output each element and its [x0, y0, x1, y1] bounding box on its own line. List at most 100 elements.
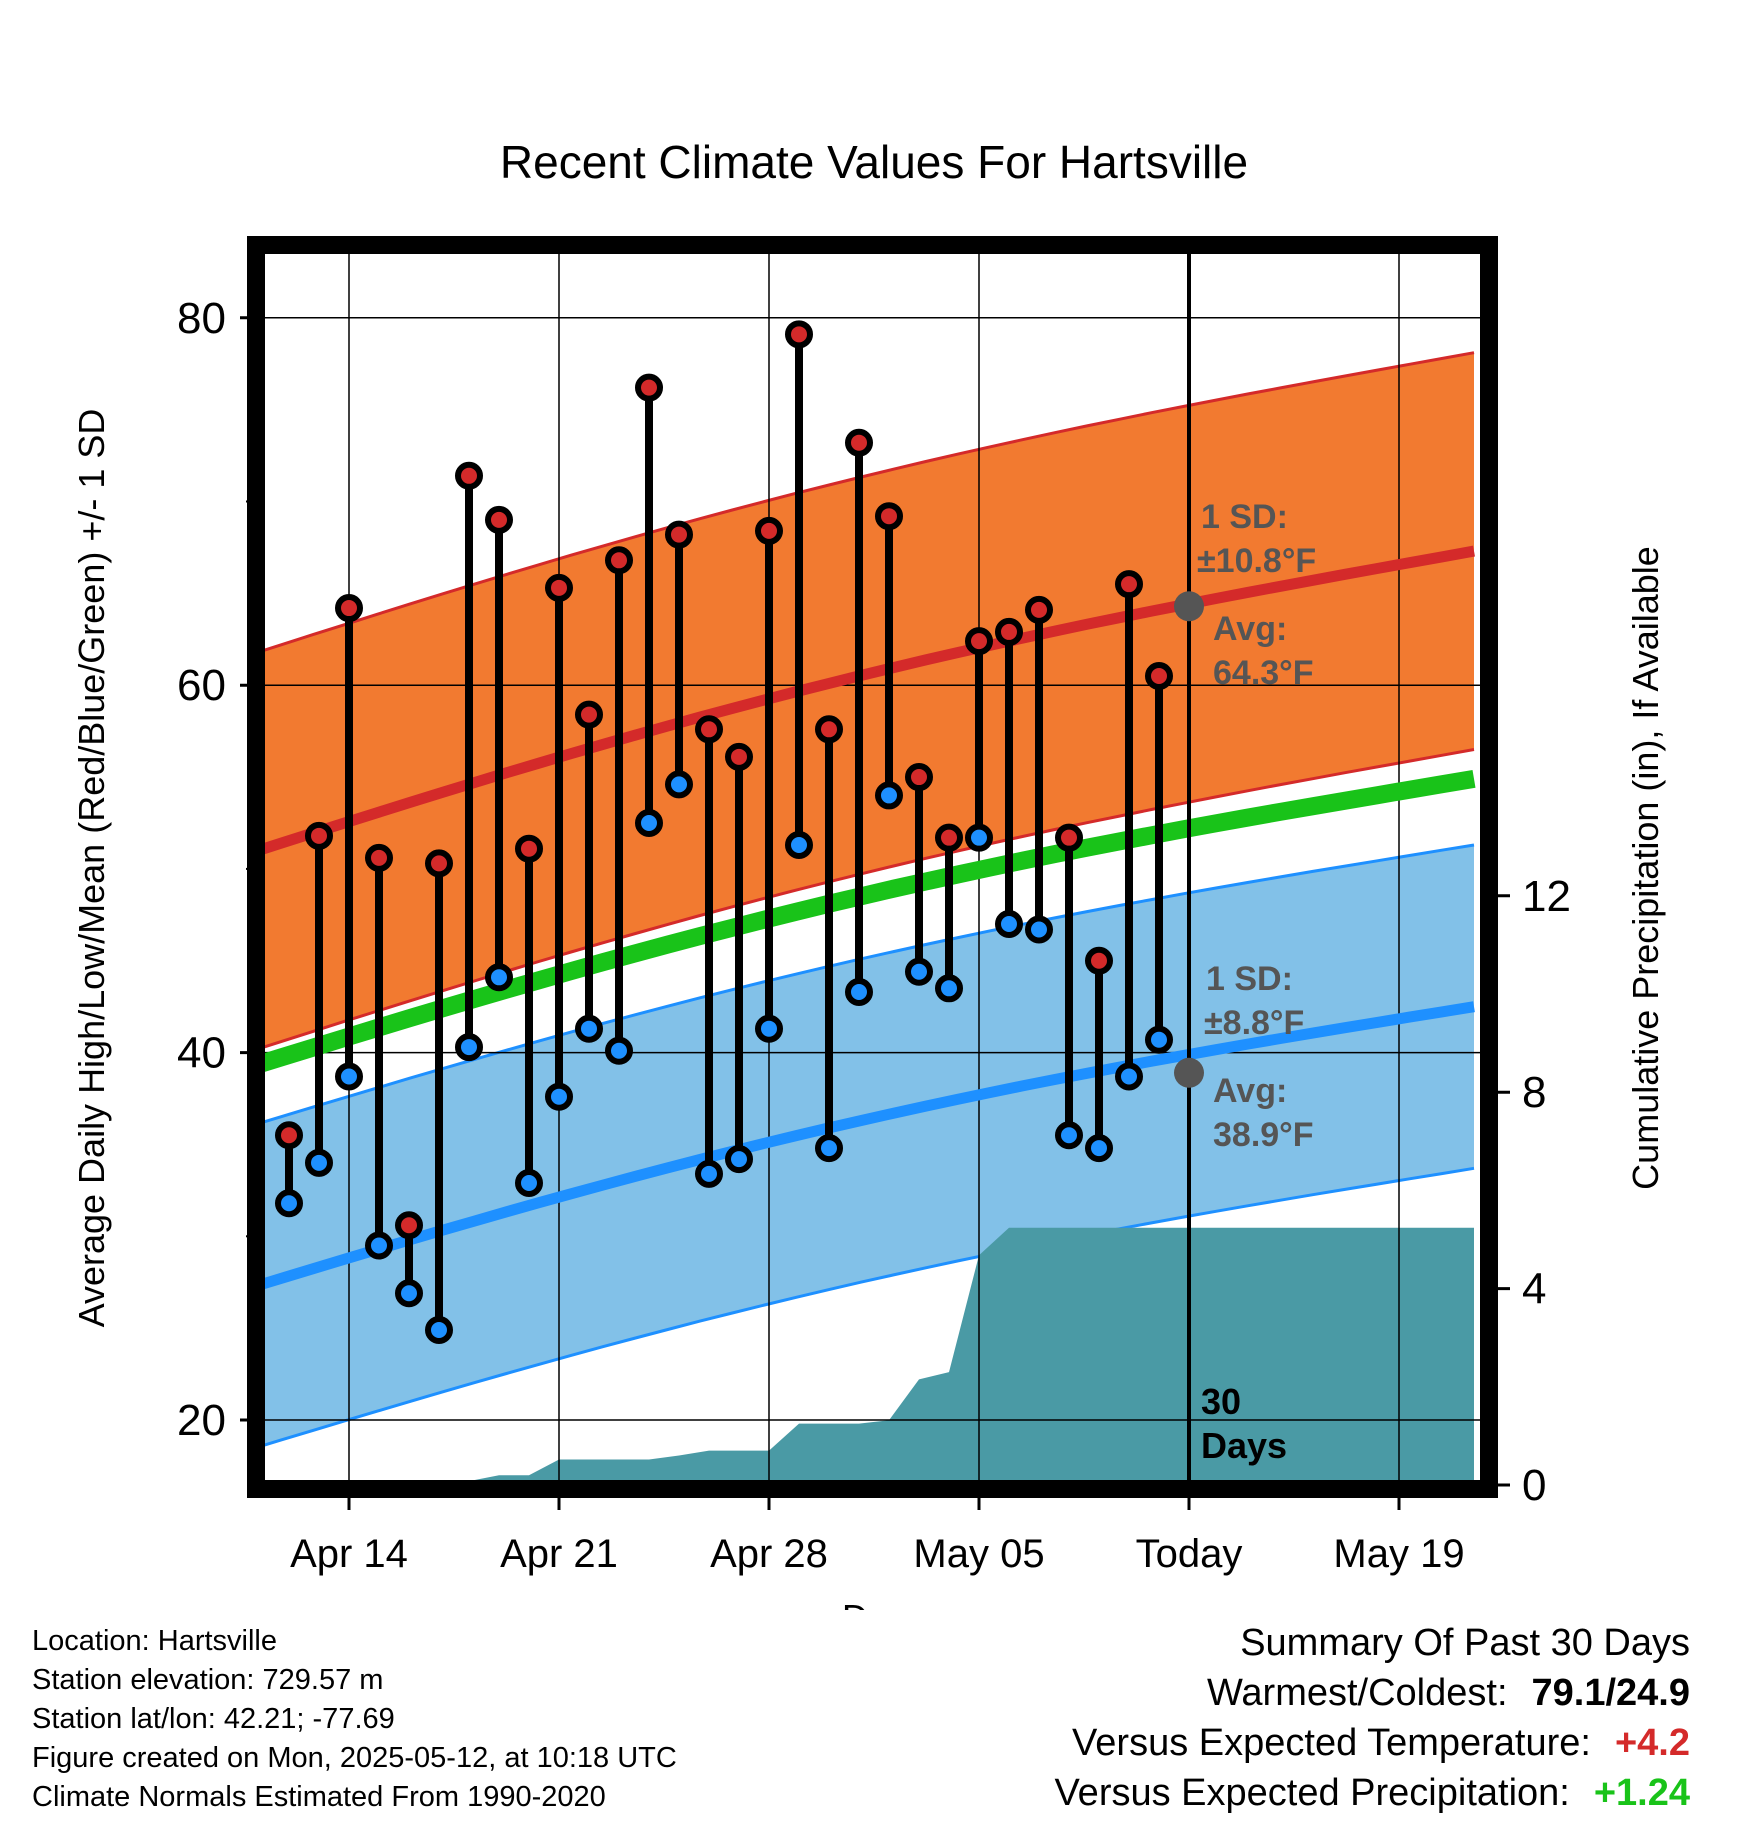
y-tick-label: 60 — [177, 661, 226, 710]
y2-tick-label: 8 — [1522, 1068, 1546, 1117]
observed-low-point — [1145, 1025, 1173, 1054]
y2-tick-label: 12 — [1522, 872, 1571, 921]
x-axis-label: Day — [842, 1597, 906, 1610]
observed-low-point — [635, 808, 663, 837]
low-sd-band — [260, 845, 1474, 1447]
observed-high-point — [455, 461, 483, 490]
high-avg-value: 64.3°F — [1213, 654, 1314, 692]
plot-frame — [247, 236, 1498, 1498]
observed-low-point — [935, 974, 963, 1003]
observed-low-point — [455, 1033, 483, 1062]
observed-high-point — [485, 505, 513, 534]
chart-title: Recent Climate Values For Hartsville — [500, 136, 1248, 188]
observed-high-point — [305, 821, 333, 850]
observed-low-point — [605, 1036, 633, 1065]
observed-low-point — [425, 1315, 453, 1344]
observed-low-point — [725, 1145, 753, 1174]
observed-low-point — [305, 1148, 333, 1177]
observed-low-point — [545, 1082, 573, 1111]
high-sd-label: 1 SD: — [1201, 498, 1288, 536]
temp-label: Versus Expected Temperature: — [1072, 1722, 1591, 1764]
y-axis-label: Average Daily High/Low/Mean (Red/Blue/Gr… — [71, 409, 112, 1328]
observed-high-point — [515, 834, 543, 863]
observed-low-point — [1055, 1121, 1083, 1150]
y-tick-label: 40 — [177, 1029, 226, 1078]
y-tick-label: 80 — [177, 294, 226, 343]
observed-low-point — [275, 1189, 303, 1218]
observed-low-point — [965, 823, 993, 852]
high-band-upper-edge — [260, 351, 1475, 654]
temp-value: +4.2 — [1614, 1722, 1690, 1764]
warm-cold-value: 79.1/24.9 — [1531, 1672, 1690, 1714]
observed-low-point — [395, 1279, 423, 1308]
normal-high-line — [260, 545, 1475, 856]
high-avg-label: Avg: — [1213, 610, 1287, 648]
observed-low-point — [515, 1169, 543, 1198]
precip-value: +1.24 — [1593, 1772, 1690, 1814]
today-low-avg-marker — [1174, 1057, 1204, 1088]
observed-high-point — [905, 763, 933, 792]
station-info: Location: Hartsville Station elevation: … — [32, 1622, 677, 1817]
x-tick-label: Apr 21 — [500, 1532, 618, 1576]
observed-high-point — [995, 617, 1023, 646]
observed-high-point — [965, 627, 993, 656]
observed-high-point — [365, 843, 393, 872]
observed-low-point — [665, 770, 693, 799]
observed-low-point — [335, 1062, 363, 1091]
today-days-word: Days — [1201, 1425, 1287, 1466]
observed-low-point — [845, 977, 873, 1006]
climate-chart: Recent Climate Values For Hartsville 1 S… — [71, 136, 1666, 1610]
y2-tick-label: 0 — [1522, 1461, 1546, 1510]
low-sd-value: ±8.8°F — [1204, 1004, 1304, 1042]
low-avg-label: Avg: — [1213, 1072, 1287, 1110]
elevation-text: Station elevation: 729.57 m — [32, 1664, 384, 1696]
observed-high-point — [845, 428, 873, 457]
low-band-lower-edge — [260, 1166, 1475, 1448]
observed-low-point — [365, 1231, 393, 1260]
observed-low-point — [575, 1014, 603, 1043]
x-tick-label: May 19 — [1333, 1532, 1464, 1576]
observed-low-point — [1115, 1062, 1143, 1091]
today-high-avg-marker — [1174, 591, 1204, 622]
x-tick-label: Apr 14 — [290, 1532, 408, 1576]
latlon-text: Station lat/lon: 42.21; -77.69 — [32, 1703, 395, 1735]
observed-low-point — [815, 1134, 843, 1163]
observed-high-point — [545, 573, 573, 602]
x-tick-label: May 05 — [913, 1532, 1044, 1576]
observed-high-point — [785, 320, 813, 349]
summary-heading: Summary Of Past 30 Days — [1240, 1622, 1690, 1664]
observed-low-point — [695, 1159, 723, 1188]
low-sd-label: 1 SD: — [1206, 960, 1293, 998]
low-avg-value: 38.9°F — [1213, 1116, 1314, 1154]
x-tick-label: Today — [1136, 1532, 1243, 1576]
observed-high-point — [275, 1121, 303, 1150]
high-sd-band — [260, 352, 1474, 1049]
observed-high-point — [935, 823, 963, 852]
normals-text: Climate Normals Estimated From 1990-2020 — [32, 1781, 606, 1813]
observed-high-point — [755, 516, 783, 545]
observed-high-point — [665, 520, 693, 549]
location-text: Location: Hartsville — [32, 1625, 277, 1657]
y-tick-label: 20 — [177, 1396, 226, 1445]
observed-high-point — [695, 715, 723, 744]
observed-high-point — [1025, 595, 1053, 624]
observed-low-point — [785, 831, 813, 860]
observed-low-point — [485, 963, 513, 992]
summary-warm-cold: Warmest/Coldest: 79.1/24.9 — [1054, 1668, 1690, 1718]
x-tick-label: Apr 28 — [710, 1532, 828, 1576]
observed-low-point — [1025, 915, 1053, 944]
observed-high-point — [875, 502, 903, 531]
summary-temp: Versus Expected Temperature: +4.2 — [1054, 1718, 1690, 1768]
observed-high-point — [425, 849, 453, 878]
observed-high-point — [575, 700, 603, 729]
observed-low-point — [1085, 1134, 1113, 1163]
created-text: Figure created on Mon, 2025-05-12, at 10… — [32, 1742, 677, 1774]
observed-low-point — [755, 1014, 783, 1043]
y2-tick-label: 4 — [1522, 1265, 1546, 1314]
warm-cold-label: Warmest/Coldest: — [1206, 1672, 1508, 1714]
observed-high-point — [395, 1211, 423, 1240]
observed-high-point — [815, 715, 843, 744]
observed-low-point — [875, 781, 903, 810]
today-days-number: 30 — [1201, 1381, 1241, 1422]
high-sd-value: ±10.8°F — [1197, 542, 1316, 580]
